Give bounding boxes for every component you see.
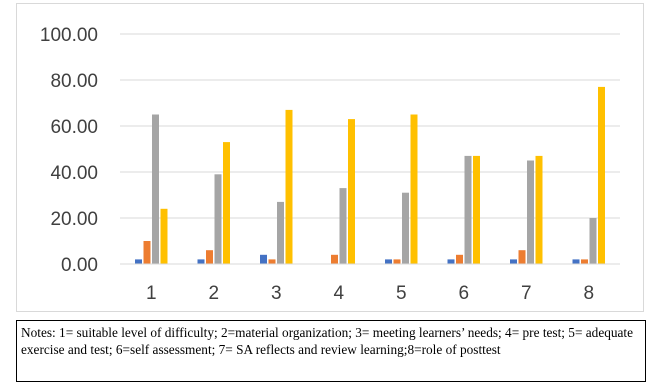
- bar-chart: 0.00 20.00 40.00 60.00 80.00 100.00 1 2 3 4 5 6 7 8: [16, 3, 644, 312]
- x-tick-label: 8: [583, 283, 594, 304]
- bar-cat7-series3: [527, 160, 534, 264]
- y-tick-label: 0.00: [61, 255, 98, 276]
- x-tick-label: 3: [271, 283, 282, 304]
- bar-cat3-series4: [285, 109, 293, 265]
- bar-cat7-series4: [535, 155, 543, 264]
- y-tick-label: 40.00: [50, 163, 98, 184]
- y-axis-ticks: 0.00 20.00 40.00 60.00 80.00 100.00: [40, 25, 98, 276]
- x-tick-label: 1: [146, 283, 157, 304]
- bar-cat6-series1: [447, 259, 455, 264]
- bar-cat2-series2: [206, 250, 213, 264]
- bar-cat7-series1: [510, 259, 517, 264]
- bar-cat8-series3: [589, 218, 597, 264]
- bar-cat3-series3: [277, 201, 284, 264]
- bar-cat3-series1: [260, 254, 267, 264]
- y-tick-label: 20.00: [50, 209, 98, 230]
- bar-cat4-series4: [348, 119, 355, 264]
- bar-cat5-series2: [393, 259, 401, 264]
- bar-cat8-series2: [581, 259, 588, 264]
- chart-notes: Notes: 1= suitable level of difficulty; …: [16, 320, 646, 382]
- bar-cat2-series4: [223, 142, 230, 264]
- x-tick-label: 5: [396, 283, 407, 304]
- bar-cat8-series1: [572, 259, 580, 264]
- bar-cat2-series3: [214, 174, 222, 264]
- x-tick-label: 6: [458, 283, 469, 304]
- bar-cat1-series2: [143, 241, 151, 264]
- bar-cat1-series4: [160, 208, 168, 264]
- y-tick-label: 100.00: [40, 25, 98, 46]
- chart-area: 0.00 20.00 40.00 60.00 80.00 100.00 1 2 3 4 5 6 7 8: [16, 3, 644, 312]
- y-tick-label: 80.00: [50, 71, 98, 92]
- bar-cat1-series3: [152, 114, 159, 264]
- bar-cat5-series3: [402, 192, 409, 264]
- bar-cat8-series4: [598, 86, 605, 265]
- bar-cat2-series1: [197, 259, 205, 264]
- x-tick-label: 7: [521, 283, 532, 304]
- bar-cat3-series2: [268, 259, 276, 264]
- bar-cat4-series2: [331, 254, 338, 264]
- y-tick-label: 60.00: [50, 117, 98, 138]
- bar-cat5-series4: [410, 114, 418, 264]
- bar-cat6-series4: [473, 155, 480, 264]
- bar-cat6-series3: [464, 155, 472, 264]
- bar-cat7-series2: [518, 250, 526, 264]
- x-tick-label: 4: [333, 283, 344, 304]
- x-tick-label: 2: [208, 283, 219, 304]
- bars: [135, 86, 605, 265]
- bar-cat5-series1: [385, 259, 392, 264]
- bar-cat1-series1: [135, 259, 142, 264]
- bar-cat4-series3: [339, 188, 347, 264]
- bar-cat6-series2: [456, 254, 463, 264]
- x-axis-ticks: 1 2 3 4 5 6 7 8: [146, 283, 594, 304]
- chart-border: [16, 3, 644, 312]
